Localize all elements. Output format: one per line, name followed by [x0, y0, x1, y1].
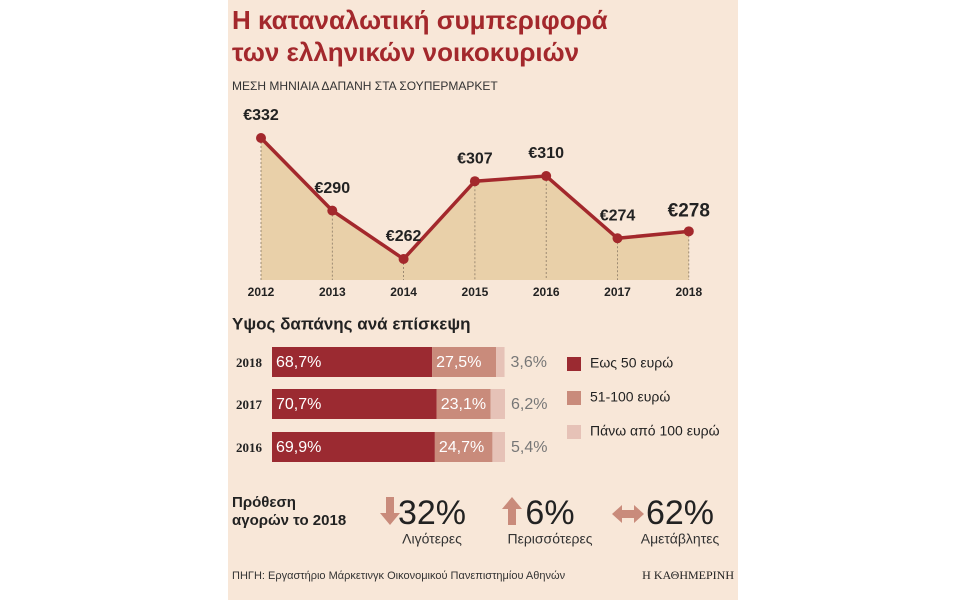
legend-label: Εως 50 ευρώ: [590, 355, 673, 371]
bar-segment: [490, 389, 505, 419]
title-line: των ελληνικών νοικοκυριών: [232, 37, 579, 67]
bar-segment: [432, 347, 497, 377]
chart-subtitle: ΜΕΣΗ ΜΗΝΙΑΙΑ ΔΑΠΑΝΗ ΣΤΑ ΣΟΥΠΕΡΜΑΡΚΕΤ: [232, 79, 498, 93]
bar-segment: [272, 389, 437, 419]
value-label: €274: [600, 207, 636, 224]
legend-label: 51-100 ευρώ: [590, 389, 670, 405]
area-fill: [261, 138, 689, 280]
down-arrow-icon: [380, 497, 400, 525]
point: [541, 171, 552, 182]
value-label: 70,7%: [276, 396, 321, 413]
title-line: Η καταναλωτική συμπεριφορά: [232, 5, 608, 35]
value-label: 69,9%: [276, 439, 321, 456]
category-label: 2017: [236, 397, 263, 412]
legend-swatch: [567, 391, 581, 405]
year-label: 2016: [533, 285, 560, 299]
bar-segment: [496, 347, 505, 377]
point: [327, 205, 338, 216]
point: [398, 254, 409, 264]
value-label: 24,7%: [439, 439, 484, 456]
year-label: 2015: [462, 285, 489, 299]
bar-segment: [272, 432, 435, 462]
intention-figure: 6%: [525, 494, 574, 532]
year-label: 2018: [675, 285, 702, 299]
panel: [228, 0, 738, 600]
both-arrow-icon: [612, 505, 644, 523]
section-title: Υψος δαπάνης ανά επίσκεψη: [232, 314, 471, 333]
intention-label: Περισσότερες: [507, 531, 592, 547]
intention-label: Αμετάβλητες: [641, 531, 720, 547]
value-label: €307: [457, 150, 493, 167]
category-label: 2018: [236, 355, 263, 370]
value-label: 3,6%: [511, 354, 547, 371]
value-label: 23,1%: [441, 396, 486, 413]
value-label: 68,7%: [276, 354, 321, 371]
legend-swatch: [567, 357, 581, 371]
point: [256, 133, 266, 143]
source: ΠΗΓΗ: Εργαστήριο Μάρκετινγκ Οικονομικού …: [232, 570, 566, 582]
category-label: 2016: [236, 440, 263, 455]
value-label: €332: [243, 107, 279, 124]
up-arrow-icon: [502, 497, 522, 525]
intention-figure: 62%: [646, 494, 714, 532]
legend-label: Πάνω από 100 ευρώ: [590, 423, 720, 439]
intention-figure: 32%: [398, 494, 466, 532]
year-label: 2014: [390, 285, 417, 299]
bar-segment: [492, 432, 505, 462]
bar-segment: [272, 347, 433, 377]
bar-segment: [436, 389, 491, 419]
year-label: 2012: [248, 285, 275, 299]
value-label: 6,2%: [511, 396, 547, 413]
value-label: €262: [386, 228, 422, 245]
point: [683, 226, 694, 237]
year-label: 2017: [604, 285, 631, 299]
legend-swatch: [567, 425, 581, 439]
intention-title: αγορών το 2018: [232, 512, 346, 529]
value-label: €290: [315, 180, 351, 197]
value-label: 5,4%: [511, 439, 547, 456]
year-label: 2013: [319, 285, 346, 299]
bar-segment: [434, 432, 493, 462]
value-label: €278: [668, 200, 710, 221]
intention-label: Λιγότερες: [402, 531, 462, 547]
point: [612, 233, 623, 244]
value-label: €310: [528, 145, 564, 162]
point: [469, 176, 480, 187]
brand: Η ΚΑΘΗΜΕΡΙΝΗ: [642, 568, 734, 582]
value-label: 27,5%: [436, 354, 481, 371]
intention-title: Πρόθεση: [232, 494, 296, 511]
